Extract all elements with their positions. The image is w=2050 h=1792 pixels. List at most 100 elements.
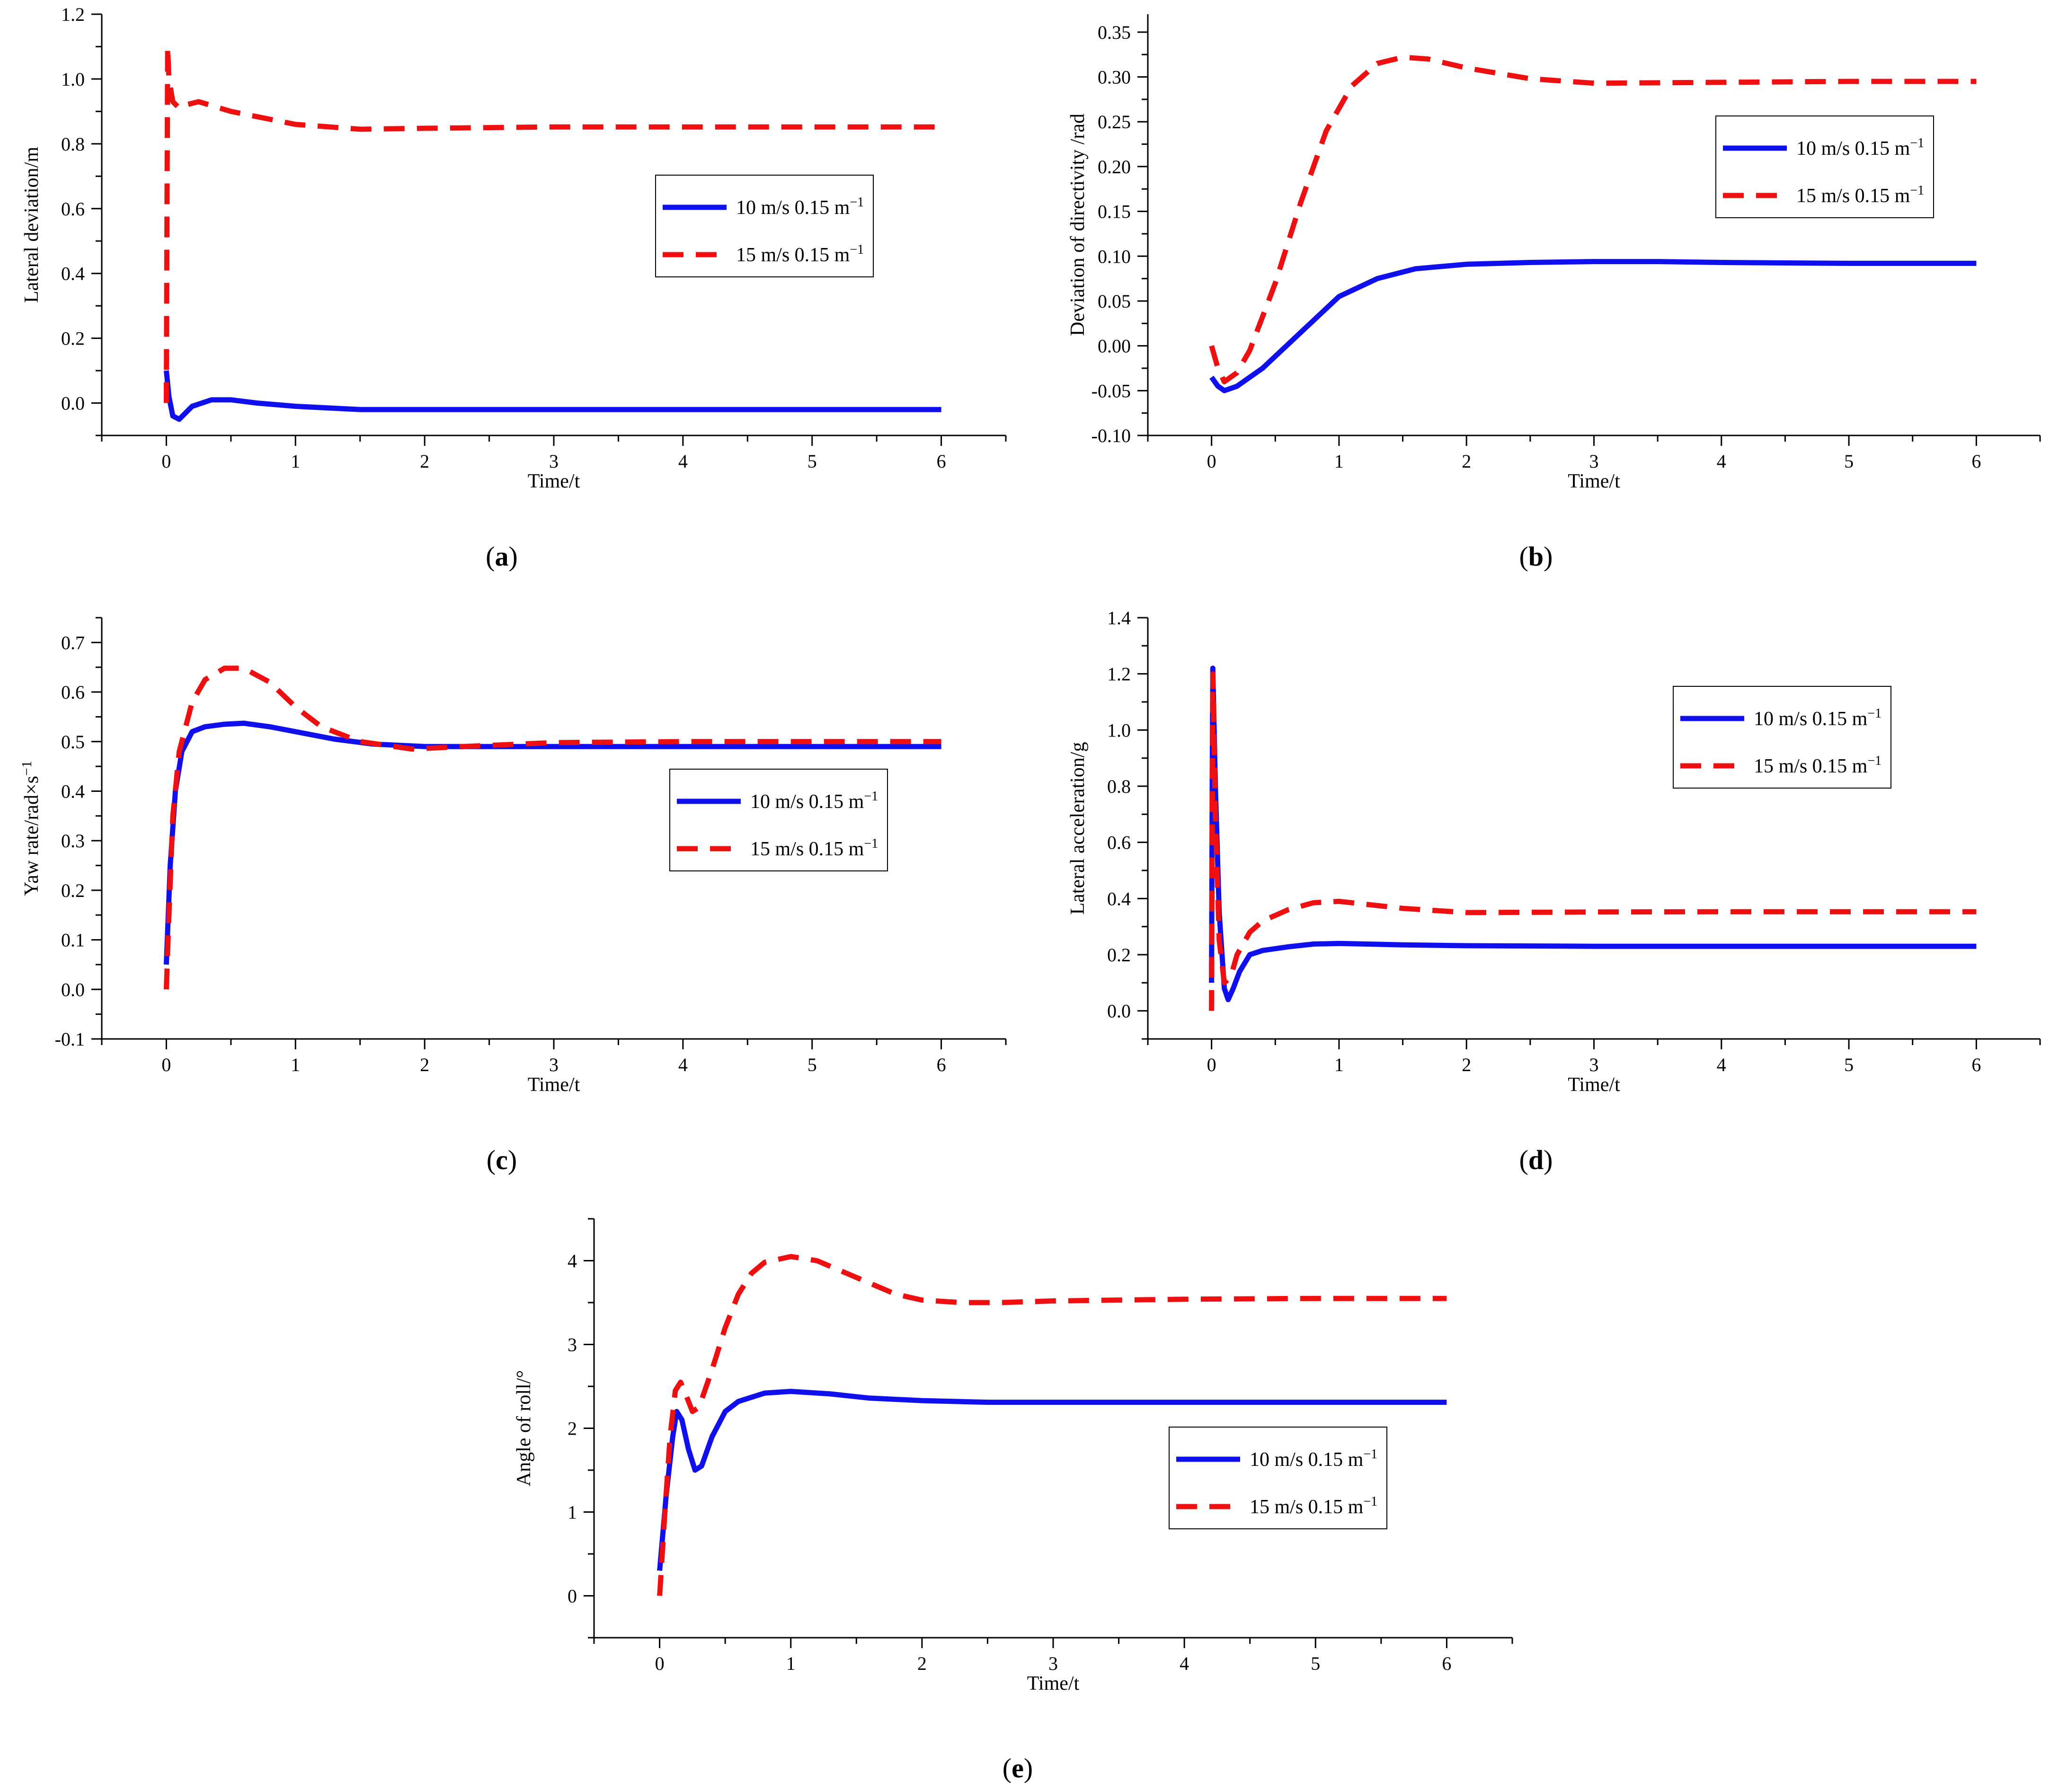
caption-paren-open: ( [486, 541, 495, 572]
x-tick-label: 2 [420, 451, 429, 472]
legend-label-15ms: 15 m/s 0.15 m−1 [1250, 1494, 1377, 1518]
x-tick-label: 1 [1334, 1054, 1344, 1075]
y-tick-label: 0.00 [1098, 336, 1131, 357]
chart-panel-c: 0 1 2 3 4 5 6 -0.1 0.0 0.1 0.2 0.3 0.4 0.5 0.6 0.7 Time/… [19, 617, 1007, 1175]
legend-label-10ms: 10 m/s 0.15 m−1 [750, 789, 878, 813]
y-tick-label: 0.6 [1107, 832, 1131, 853]
y-tick-label: 0.0 [61, 979, 85, 1000]
series-line-10ms [657, 1389, 1447, 1571]
x-axis-label: Time/t [1568, 1074, 1620, 1096]
x-axis-label: Time/t [1568, 470, 1620, 492]
caption-letter: e [1012, 1753, 1024, 1783]
caption-paren-close: ) [1024, 1753, 1033, 1783]
y-tick-label: 0.15 [1098, 201, 1131, 222]
y-tick-label: 0.2 [1107, 944, 1131, 966]
legend-label-15ms: 15 m/s 0.15 m−1 [736, 242, 864, 266]
x-tick-label: 0 [1207, 451, 1216, 472]
y-tick-label: 1.0 [61, 69, 85, 90]
caption-letter: c [496, 1144, 508, 1175]
x-tick-label: 3 [1589, 451, 1599, 472]
x-tick-label: 4 [1717, 451, 1726, 472]
y-tick-label: 0.6 [61, 682, 85, 703]
y-tick-label: 0.4 [61, 781, 85, 802]
y-tick-label: 0.8 [1107, 776, 1131, 797]
x-tick-label: 2 [1462, 451, 1471, 472]
y-axis-label: Deviation of directivity /rad [1067, 114, 1089, 336]
y-tick-label: 0.5 [61, 731, 85, 753]
x-tick-label: 5 [1844, 1054, 1854, 1075]
legend-label-superscript: −1 [1910, 183, 1924, 198]
y-tick-label: 1.2 [61, 4, 85, 25]
panel-caption: (a) [486, 541, 518, 572]
legend: 10 m/s 0.15 m−1 15 m/s 0.15 m−1 [655, 175, 874, 277]
caption-paren-close: ) [509, 541, 518, 572]
legend-label-superscript: −1 [1363, 1447, 1377, 1462]
series-line-10ms [163, 720, 941, 965]
y-tick-label: 0.2 [61, 880, 85, 901]
x-tick-label: 3 [549, 451, 559, 472]
y-tick-label: -0.05 [1092, 380, 1131, 401]
caption-paren-close: ) [1544, 541, 1553, 572]
x-tick-label: 6 [937, 451, 946, 472]
y-tick-label: 0.0 [61, 393, 85, 414]
caption-paren-open: ( [487, 1144, 496, 1175]
legend-frame [1673, 686, 1891, 789]
series-line-10ms [163, 370, 941, 422]
panel-caption: (d) [1519, 1144, 1553, 1175]
y-tick-label: 1.4 [1107, 607, 1131, 629]
caption-letter: d [1528, 1144, 1544, 1175]
x-tick-label: 6 [1971, 1054, 1981, 1075]
x-tick-label: 1 [291, 451, 300, 472]
x-tick-label: 6 [1442, 1653, 1451, 1674]
series-line-15ms [1209, 54, 1977, 384]
y-tick-label: 0.3 [61, 830, 85, 852]
x-tick-label: 1 [1334, 451, 1344, 472]
x-tick-label: 5 [1844, 451, 1854, 472]
series-line-10ms [1209, 259, 1977, 393]
x-tick-label: 3 [1048, 1653, 1058, 1674]
chart-panel-d: 0 1 2 3 4 5 6 0.0 0.2 0.4 0.6 0.8 1.0 1.2 1.4 Time/t Lat… [1067, 607, 2041, 1175]
panel-caption: (e) [1003, 1753, 1033, 1783]
y-axis-label-superscript: −1 [19, 761, 35, 776]
y-tick-label: 0.8 [61, 133, 85, 155]
chart-panel-a: 0 1 2 3 4 5 6 0.0 0.2 0.4 0.6 0.8 1.0 1.2 Time/t Latera… [21, 4, 1007, 572]
legend-label-superscript: −1 [1910, 136, 1924, 151]
x-tick-label: 2 [1462, 1054, 1471, 1075]
x-tick-label: 4 [678, 451, 688, 472]
legend-label-superscript: −1 [864, 836, 878, 851]
legend-label-superscript: −1 [850, 242, 864, 257]
x-tick-label: 4 [1717, 1054, 1726, 1075]
series-line-15ms [657, 1254, 1447, 1596]
y-tick-label: 1 [568, 1502, 577, 1523]
legend-label-10ms: 10 m/s 0.15 m−1 [1250, 1447, 1377, 1471]
series-line-15ms [1209, 671, 1977, 1011]
legend-label-superscript: −1 [1363, 1494, 1377, 1509]
series-line-15ms [163, 665, 941, 990]
y-tick-label: 0.4 [61, 263, 85, 284]
y-tick-label: 0.1 [61, 930, 85, 951]
x-tick-label: 1 [786, 1653, 796, 1674]
legend-label-15ms: 15 m/s 0.15 m−1 [750, 836, 878, 860]
x-axis-label: Time/t [528, 470, 580, 492]
legend: 10 m/s 0.15 m−1 15 m/s 0.15 m−1 [1169, 1427, 1387, 1529]
y-tick-label: 0.0 [1107, 1001, 1131, 1022]
y-tick-label: 0.35 [1098, 22, 1131, 43]
y-tick-label: 1.2 [1107, 664, 1131, 685]
panel-caption: (c) [487, 1144, 517, 1175]
y-tick-label: -0.10 [1092, 425, 1131, 446]
y-tick-label: 0.10 [1098, 246, 1131, 267]
x-tick-label: 5 [808, 1054, 817, 1075]
x-tick-label: 3 [549, 1054, 559, 1075]
caption-letter: b [1528, 541, 1544, 572]
y-tick-label: 0.20 [1098, 156, 1131, 177]
x-tick-label: 5 [808, 451, 817, 472]
legend-label-10ms: 10 m/s 0.15 m−1 [736, 195, 864, 219]
x-tick-label: 2 [420, 1054, 429, 1075]
y-axis-label: Lateral deviation/m [21, 147, 43, 303]
legend-frame [669, 769, 888, 871]
legend-label-10ms: 10 m/s 0.15 m−1 [1754, 706, 1881, 730]
caption-paren-open: ( [1519, 541, 1528, 572]
x-axis-label: Time/t [528, 1074, 580, 1096]
x-tick-label: 0 [161, 451, 171, 472]
